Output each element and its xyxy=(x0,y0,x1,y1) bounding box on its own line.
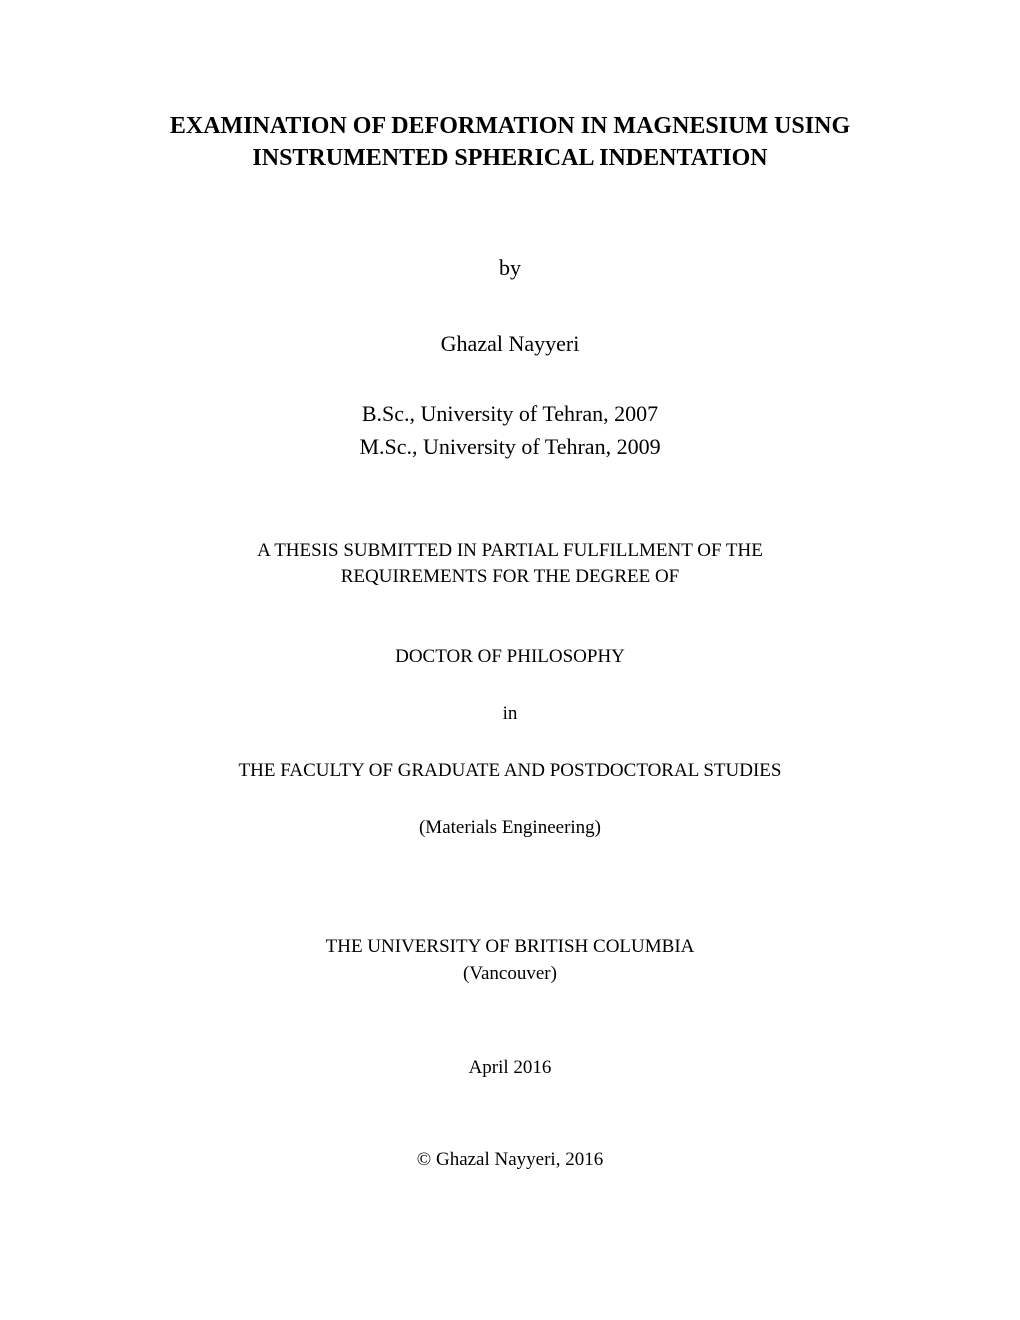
bsc-degree: B.Sc., University of Tehran, 2007 xyxy=(120,397,900,430)
by-label: by xyxy=(120,255,900,281)
msc-degree: M.Sc., University of Tehran, 2009 xyxy=(120,430,900,463)
submission-line-1: A THESIS SUBMITTED IN PARTIAL FULFILLMEN… xyxy=(120,538,900,565)
title-line-1: EXAMINATION OF DEFORMATION IN MAGNESIUM … xyxy=(120,110,900,142)
department-name: (Materials Engineering) xyxy=(120,817,900,839)
university-block: THE UNIVERSITY OF BRITISH COLUMBIA (Vanc… xyxy=(120,934,900,987)
submission-date: April 2016 xyxy=(120,1057,900,1079)
submission-line-2: REQUIREMENTS FOR THE DEGREE OF xyxy=(120,564,900,591)
faculty-name: THE FACULTY OF GRADUATE AND POSTDOCTORAL… xyxy=(120,760,900,782)
submission-statement: A THESIS SUBMITTED IN PARTIAL FULFILLMEN… xyxy=(120,538,900,591)
university-name: THE UNIVERSITY OF BRITISH COLUMBIA xyxy=(120,934,900,961)
title-line-2: INSTRUMENTED SPHERICAL INDENTATION xyxy=(120,142,900,174)
author-name: Ghazal Nayyeri xyxy=(120,331,900,357)
copyright-notice: © Ghazal Nayyeri, 2016 xyxy=(120,1149,900,1171)
university-location: (Vancouver) xyxy=(120,961,900,988)
prior-degrees: B.Sc., University of Tehran, 2007 M.Sc.,… xyxy=(120,397,900,463)
thesis-title: EXAMINATION OF DEFORMATION IN MAGNESIUM … xyxy=(120,110,900,175)
degree-type: DOCTOR OF PHILOSOPHY xyxy=(120,646,900,668)
in-label: in xyxy=(120,703,900,725)
